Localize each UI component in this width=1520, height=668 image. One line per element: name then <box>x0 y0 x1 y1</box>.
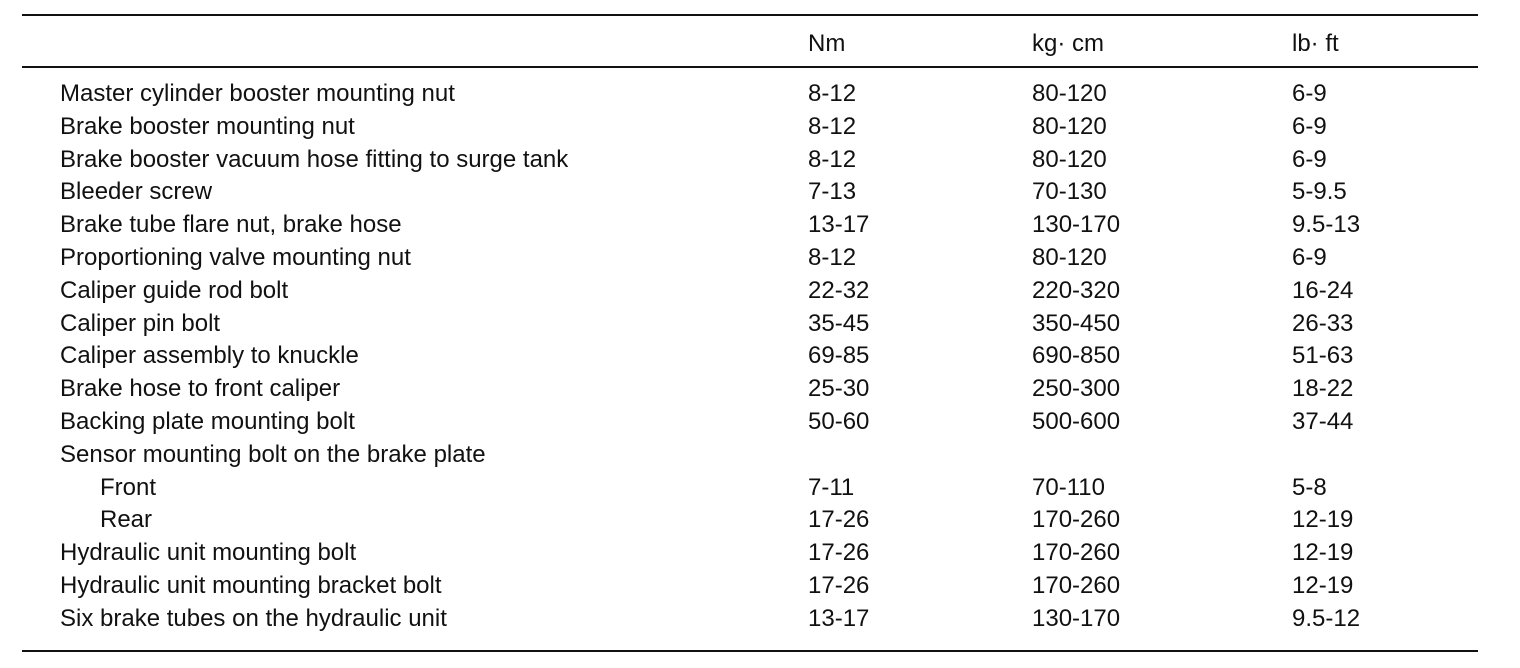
value-cell: 130-170 <box>1032 211 1121 239</box>
value-cell: 25-30 <box>808 375 870 403</box>
value-cell: 22-32 <box>808 276 870 304</box>
row-label: Caliper assembly to knuckle <box>60 342 359 370</box>
value-cell: 220-320 <box>1032 276 1121 304</box>
value-cell: 690-850 <box>1032 342 1121 370</box>
value-cell: 9.5-12 <box>1292 604 1361 632</box>
row-label: Master cylinder booster mounting nut <box>60 80 455 107</box>
value-cell: 51-63 <box>1292 342 1354 370</box>
value-cell: 5-8 <box>1292 473 1327 501</box>
column-header: kg· cm <box>1032 30 1104 57</box>
value-cell: 12-19 <box>1292 572 1354 599</box>
value-cell: 500-600 <box>1032 408 1121 435</box>
row-label: Six brake tubes on the hydraulic unit <box>60 604 447 632</box>
value-cell: 6-9 <box>1292 80 1327 107</box>
value-cell: 170-260 <box>1032 572 1121 599</box>
value-cell: 6-9 <box>1292 145 1327 173</box>
value-cell: 80-120 <box>1032 80 1107 107</box>
row-label: Brake booster vacuum hose fitting to sur… <box>60 145 569 173</box>
value-cell: 8-12 <box>808 112 857 140</box>
row-label: Backing plate mounting bolt <box>60 408 355 435</box>
value-cell: 9.5-13 <box>1292 211 1361 239</box>
row-label: Brake booster mounting nut <box>60 112 355 140</box>
row-label: Hydraulic unit mounting bracket bolt <box>60 572 442 599</box>
value-cell: 35-45 <box>808 309 870 337</box>
value-cell: 26-33 <box>1292 309 1354 337</box>
value-cell: 8-12 <box>808 80 857 107</box>
value-cell: 17-26 <box>808 572 870 599</box>
value-cell: 80-120 <box>1032 145 1107 173</box>
row-label: Proportioning valve mounting nut <box>60 244 411 271</box>
value-cell: 7-11 <box>808 473 855 501</box>
column-header: lb· ft <box>1292 30 1339 57</box>
value-cell: 8-12 <box>808 145 857 173</box>
group-label: Sensor mounting bolt on the brake plate <box>60 440 486 468</box>
value-cell: 5-9.5 <box>1292 178 1347 206</box>
value-cell: 70-130 <box>1032 178 1107 206</box>
value-cell: 12-19 <box>1292 539 1354 567</box>
value-cell: 69-85 <box>808 342 870 370</box>
value-cell: 17-26 <box>808 506 870 534</box>
value-cell: 16-24 <box>1292 276 1354 304</box>
column-header: Nm <box>808 30 846 57</box>
value-cell: 170-260 <box>1032 506 1121 534</box>
value-cell: 130-170 <box>1032 604 1121 632</box>
header-rule <box>22 66 1478 68</box>
value-cell: 6-9 <box>1292 112 1327 140</box>
row-label: Caliper guide rod bolt <box>60 276 289 304</box>
top-rule <box>22 14 1478 16</box>
value-cell: 250-300 <box>1032 375 1121 403</box>
row-label: Caliper pin bolt <box>60 309 221 337</box>
row-label: Rear <box>100 506 153 534</box>
row-label: Brake hose to front caliper <box>60 375 341 403</box>
value-cell: 13-17 <box>808 604 870 632</box>
value-cell: 17-26 <box>808 539 870 567</box>
value-cell: 8-12 <box>808 244 857 271</box>
value-cell: 80-120 <box>1032 244 1107 271</box>
value-cell: 18-22 <box>1292 375 1354 403</box>
row-label: Brake tube flare nut, brake hose <box>60 211 402 239</box>
value-cell: 37-44 <box>1292 408 1354 435</box>
row-label: Hydraulic unit mounting bolt <box>60 539 357 567</box>
value-cell: 7-13 <box>808 178 857 206</box>
value-cell: 12-19 <box>1292 506 1354 534</box>
row-label: Bleeder screw <box>60 178 213 206</box>
value-cell: 50-60 <box>808 408 870 435</box>
value-cell: 350-450 <box>1032 309 1121 337</box>
value-cell: 170-260 <box>1032 539 1121 567</box>
bottom-rule <box>22 650 1478 652</box>
value-cell: 13-17 <box>808 211 870 239</box>
value-cell: 80-120 <box>1032 112 1107 140</box>
value-cell: 6-9 <box>1292 244 1327 271</box>
value-cell: 70-110 <box>1032 473 1105 501</box>
row-label: Front <box>100 473 157 501</box>
